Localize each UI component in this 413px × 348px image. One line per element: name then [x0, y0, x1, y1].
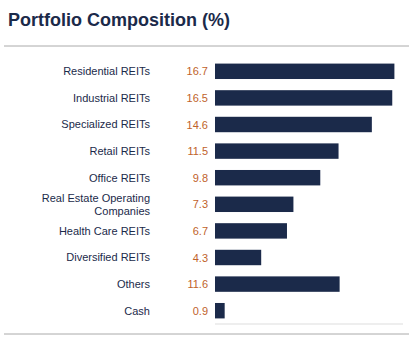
category-label: Health Care REITs	[59, 225, 151, 237]
chart: Portfolio Composition (%) Residential REI…	[0, 0, 413, 348]
category-label: Real Estate OperatingCompanies	[42, 192, 151, 217]
data-label: 11.5	[187, 145, 208, 157]
bar	[215, 250, 261, 265]
bar	[215, 90, 392, 105]
category-label: Others	[117, 278, 151, 290]
bar	[215, 197, 293, 212]
category-label: Cash	[124, 305, 150, 317]
data-label: 11.6	[187, 278, 208, 290]
bar	[215, 276, 340, 291]
title: Portfolio Composition (%)	[8, 10, 230, 30]
bar	[215, 143, 339, 158]
separator	[4, 46, 409, 47]
category-label: Industrial REITs	[73, 92, 151, 104]
bar	[215, 303, 225, 318]
category-label: Office REITs	[89, 172, 150, 184]
data-label: 16.7	[187, 65, 208, 77]
separator	[4, 334, 409, 335]
x-axis-line	[215, 324, 403, 325]
bar	[215, 64, 394, 79]
category-label: Residential REITs	[63, 65, 150, 77]
category-label: Diversified REITs	[66, 251, 150, 263]
bar	[215, 170, 320, 185]
data-label: 7.3	[193, 198, 208, 210]
category-label: Specialized REITs	[61, 118, 150, 130]
bar	[215, 223, 287, 238]
bar	[215, 117, 372, 132]
category-label: Retail REITs	[89, 145, 150, 157]
data-label: 16.5	[187, 92, 208, 104]
data-label: 6.7	[193, 225, 208, 237]
chart-container: Portfolio Composition (%) Residential REI…	[0, 0, 413, 348]
data-label: 4.3	[193, 252, 208, 264]
data-label: 14.6	[187, 119, 208, 131]
bars	[215, 64, 394, 319]
data-label: 0.9	[193, 305, 208, 317]
data-label: 9.8	[193, 172, 208, 184]
